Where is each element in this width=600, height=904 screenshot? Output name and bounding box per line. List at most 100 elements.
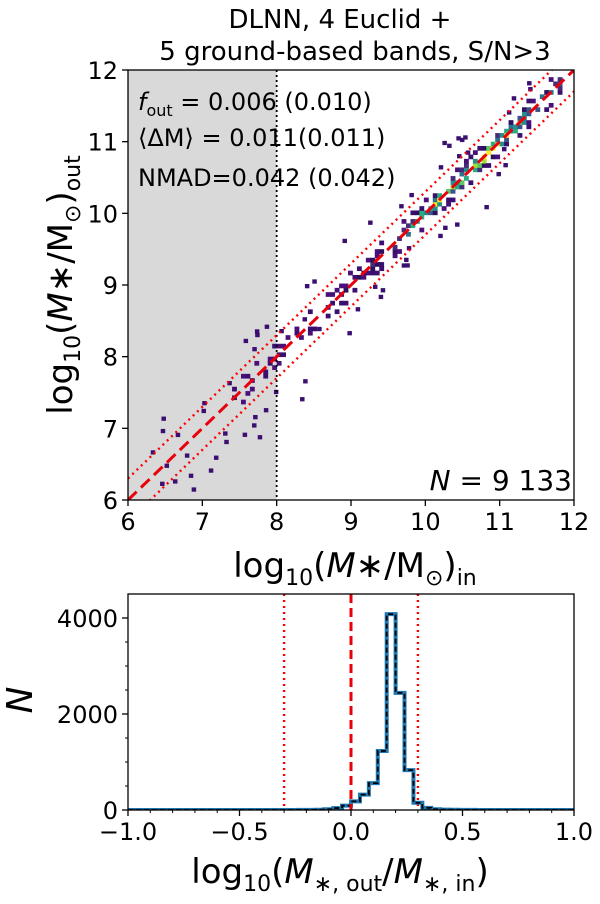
heatmap-cell [401, 219, 407, 224]
outlier-point [150, 450, 156, 455]
outlier-point [399, 204, 404, 209]
heatmap-cell [463, 167, 469, 173]
heatmap-cell [495, 137, 501, 143]
heatmap-cell [263, 369, 269, 375]
heatmap-cell [446, 197, 452, 203]
heatmap-cell [330, 292, 336, 297]
heatmap-cell [361, 274, 367, 280]
heatmap-cell [472, 150, 478, 155]
outlier-point [380, 288, 386, 293]
bottom-y-axis-label: N [0, 687, 41, 714]
outlier-point [438, 233, 443, 239]
heatmap-cell [557, 90, 563, 95]
heatmap-cell [548, 77, 554, 82]
heatmap-cell [486, 163, 492, 168]
heatmap-cell [535, 107, 541, 112]
outlier-point [406, 246, 412, 251]
outlier-point [511, 96, 517, 101]
heatmap-cell [459, 171, 465, 177]
outlier-point [342, 238, 347, 244]
outlier-point [372, 284, 378, 289]
outlier-point [442, 140, 447, 146]
heatmap-cell [370, 257, 376, 263]
heatmap-cell [495, 154, 501, 160]
heatmap-cell [374, 262, 380, 267]
heatmap-cell [374, 270, 380, 276]
heatmap-cell [477, 145, 483, 151]
nmad-stat: NMAD=0.042 (0.042) [138, 164, 395, 192]
outlier-point [184, 453, 190, 458]
outlier-point [459, 137, 465, 143]
outlier-point [224, 439, 229, 445]
heatmap-cell [526, 98, 532, 104]
heatmap-cell [392, 249, 398, 254]
heatmap-cell [330, 300, 336, 306]
heatmap-cell [490, 154, 496, 160]
outlier-point [188, 473, 194, 478]
heatmap-cell [276, 360, 282, 366]
heatmap-cell [370, 266, 376, 272]
heatmap-cell [459, 180, 465, 186]
heatmap-cell [410, 210, 416, 216]
heatmap-cell [481, 145, 487, 151]
outlier-point [223, 431, 228, 436]
heatmap-cell [504, 128, 509, 134]
outlier-point [302, 317, 308, 322]
outlier-point [227, 381, 232, 386]
heatmap-cell [437, 201, 443, 207]
x-tick-label: 9 [343, 508, 358, 536]
heatmap-cell [490, 141, 496, 147]
heatmap-cell [419, 210, 425, 216]
outlier-point [160, 428, 166, 434]
heatmap-cell [517, 133, 523, 138]
heatmap-cell [481, 163, 487, 168]
x-tick-label: 10 [410, 508, 441, 536]
heatmap-cell [370, 262, 376, 267]
heatmap-cell [356, 274, 362, 280]
y-tick-label: 8 [103, 344, 118, 372]
outlier-point [355, 307, 361, 312]
hist-y-tick-label: 0 [103, 797, 118, 825]
outlier-point [463, 135, 468, 140]
heatmap-cell [450, 188, 456, 194]
outlier-point [368, 220, 373, 225]
heatmap-cell [432, 201, 438, 207]
heatmap-cell [521, 107, 527, 112]
heatmap-cell [553, 81, 559, 87]
heatmap-cell [521, 111, 527, 117]
heatmap-cell [468, 180, 474, 186]
outlier-point [264, 324, 270, 329]
heatmap-cell [539, 94, 545, 100]
hist-x-tick-label: 0.5 [443, 818, 481, 846]
outlier-point [254, 329, 260, 334]
outlier-point [252, 423, 257, 428]
outlier-point [164, 463, 170, 468]
heatmap-cell [294, 326, 300, 332]
outlier-point [213, 455, 219, 460]
heatmap-cell [379, 240, 385, 246]
outlier-point [457, 154, 462, 159]
heatmap-cell [410, 219, 416, 224]
heatmap-cell [307, 330, 313, 336]
heatmap-cell [504, 137, 509, 143]
top-y-axis-label: log10(M∗/M⊙)out [41, 155, 86, 415]
heatmap-cell [232, 386, 237, 392]
x-tick-label: 12 [559, 508, 590, 536]
bottom-x-axis-label: log10(M∗, out/M∗, in) [191, 852, 488, 897]
chart-title-line2: 5 ground-based bands, S/N>3 [159, 37, 550, 67]
heatmap-cell [410, 223, 416, 229]
heatmap-cell [325, 313, 331, 319]
heatmap-cell [397, 236, 402, 241]
y-tick-label: 6 [103, 487, 118, 515]
heatmap-cell [272, 343, 278, 349]
heatmap-cell [343, 287, 349, 293]
hist-x-tick-label: 1.0 [555, 818, 593, 846]
heatmap-cell [521, 120, 527, 125]
heatmap-cell [544, 107, 550, 112]
outlier-point [300, 397, 305, 402]
x-tick-label: 11 [484, 508, 515, 536]
heatmap-cell [374, 249, 380, 254]
outlier-point [378, 294, 384, 300]
heatmap-cell [450, 176, 456, 181]
outlier-point [312, 279, 317, 284]
